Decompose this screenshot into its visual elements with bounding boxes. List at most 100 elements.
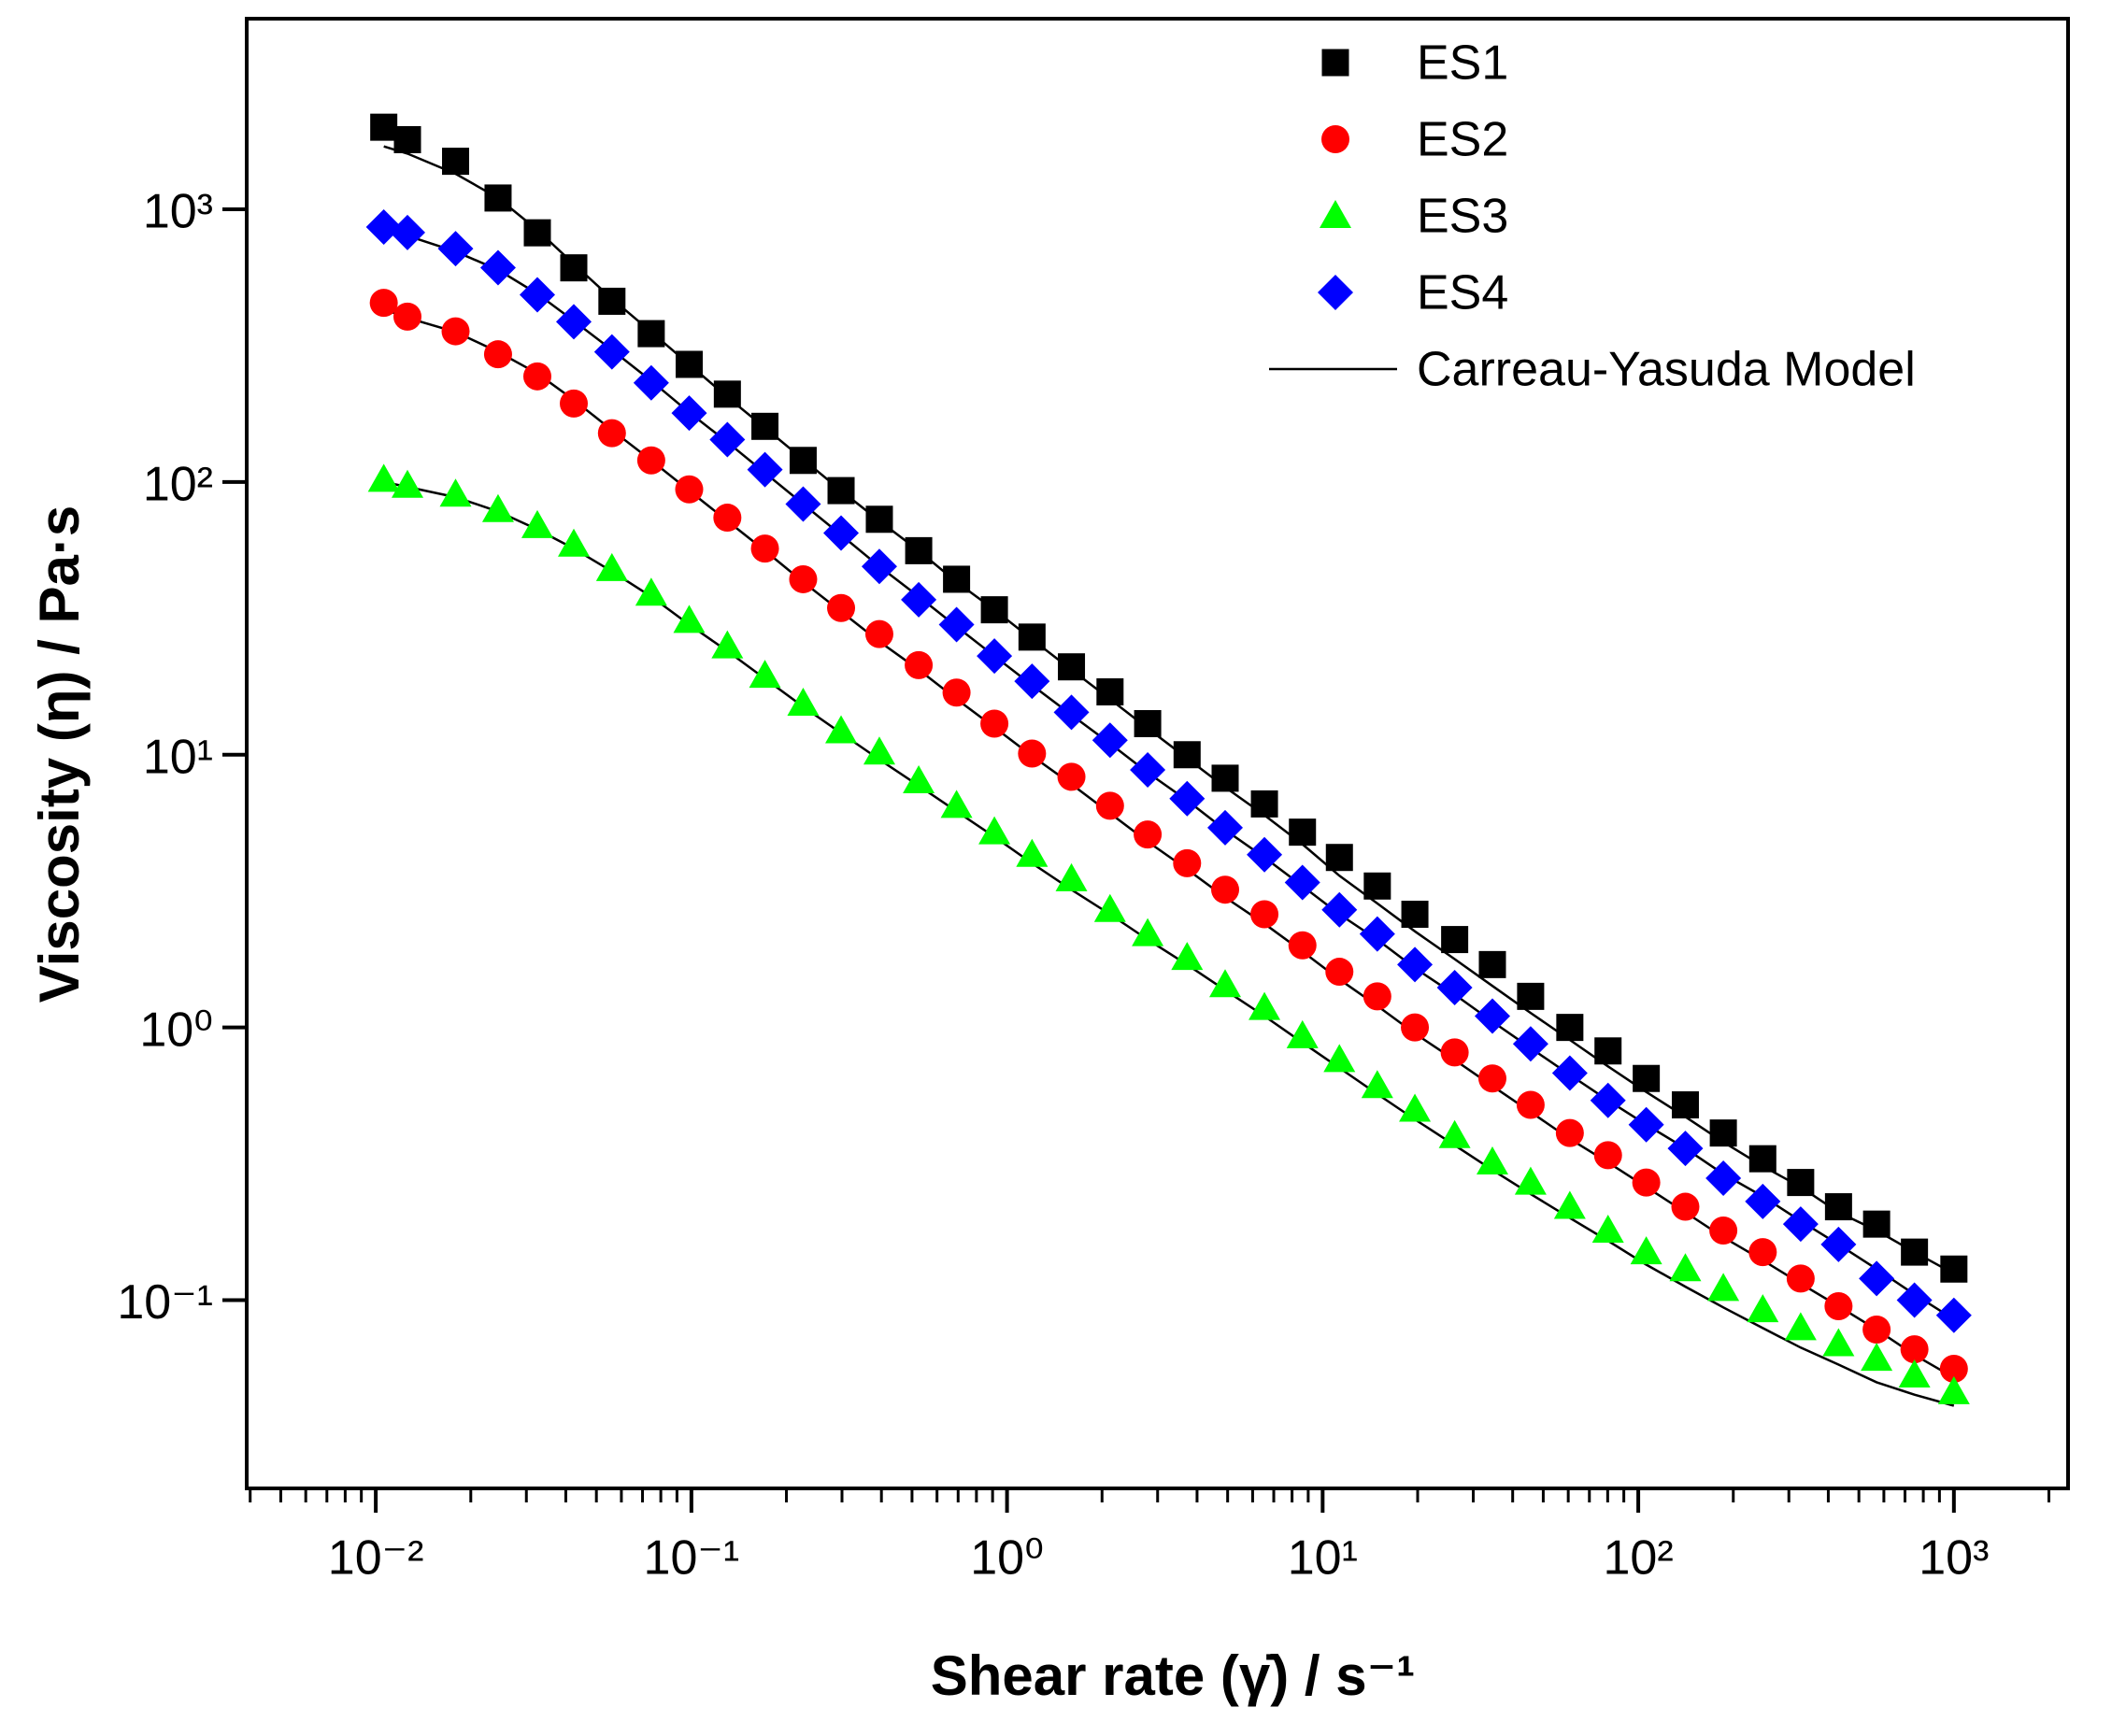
data-point	[1057, 762, 1086, 791]
data-point	[1782, 1206, 1819, 1243]
data-point	[1441, 926, 1469, 954]
data-point	[484, 184, 512, 212]
data-point	[789, 447, 817, 475]
data-point	[1709, 1216, 1738, 1245]
data-point	[595, 552, 628, 581]
data-point	[1896, 1282, 1933, 1318]
data-point	[1474, 998, 1510, 1034]
data-point	[711, 630, 744, 659]
data-point	[1824, 1193, 1852, 1221]
data-point	[1555, 1118, 1584, 1147]
x-tick-label: 10³	[1919, 1531, 1989, 1586]
model-curve	[383, 145, 1955, 1275]
data-point	[597, 419, 626, 448]
y-tick-label: 10²	[143, 458, 213, 512]
data-point	[636, 446, 665, 475]
legend-label: ES2	[1417, 113, 1508, 167]
data-point	[1211, 875, 1240, 904]
data-point	[393, 126, 421, 154]
data-point	[441, 317, 470, 346]
data-point	[637, 320, 665, 348]
data-point	[1593, 1141, 1622, 1170]
data-point	[1134, 709, 1162, 737]
data-point	[1207, 809, 1244, 846]
data-point	[1516, 1090, 1545, 1119]
data-point	[1477, 1064, 1506, 1093]
data-point	[671, 395, 707, 432]
data-point	[479, 249, 516, 286]
data-point	[1438, 1119, 1471, 1148]
data-point	[390, 214, 426, 250]
data-point	[1361, 1070, 1393, 1099]
data-point	[903, 765, 935, 794]
data-point	[1859, 1260, 1895, 1297]
data-point	[1399, 1093, 1432, 1122]
data-point	[1284, 864, 1320, 901]
data-point	[1325, 958, 1354, 987]
data-point	[713, 504, 742, 533]
data-point	[1784, 1312, 1817, 1341]
data-point	[370, 113, 398, 141]
data-point	[675, 350, 703, 378]
data-point	[1900, 1335, 1929, 1364]
data-point	[558, 528, 591, 557]
data-point	[1173, 741, 1201, 769]
data-point	[1169, 780, 1206, 817]
legend-label: ES4	[1417, 266, 1508, 320]
data-point	[1935, 1297, 1972, 1333]
data-point	[905, 650, 934, 679]
legend-label: ES3	[1417, 190, 1508, 244]
data-point	[522, 362, 551, 391]
data-point	[593, 334, 630, 370]
data-point	[1709, 1119, 1737, 1147]
data-point	[1014, 663, 1050, 700]
data-point	[789, 564, 818, 593]
x-tick-label: 10²	[1604, 1531, 1674, 1586]
data-point	[439, 478, 472, 507]
data-point	[1551, 1055, 1588, 1091]
data-point	[1247, 836, 1283, 873]
data-point	[1594, 1037, 1622, 1065]
data-point	[1134, 820, 1163, 849]
data-point	[980, 596, 1008, 624]
data-point	[938, 606, 975, 643]
legend-label: Carreau-Yasuda Model	[1417, 343, 1916, 397]
data-point	[1053, 694, 1090, 731]
y-tick-label: 10⁻¹	[117, 1275, 213, 1330]
data-point	[1363, 982, 1391, 1011]
x-tick-label: 10⁻²	[328, 1531, 424, 1586]
y-axis-title: Viscosity (η) / Pa·s	[28, 505, 91, 1003]
data-point	[750, 534, 779, 563]
data-point	[1018, 739, 1047, 768]
data-point	[1440, 1038, 1469, 1067]
data-point	[1401, 901, 1429, 929]
data-point	[713, 380, 741, 408]
data-point	[1786, 1264, 1815, 1293]
data-point	[943, 565, 971, 593]
data-point	[1093, 893, 1126, 922]
data-point	[633, 364, 669, 401]
data-point	[865, 505, 893, 534]
data-point	[1512, 1026, 1548, 1062]
data-point	[521, 509, 553, 538]
x-tick-label: 10¹	[1288, 1531, 1358, 1586]
model-curve	[383, 307, 1955, 1379]
data-point	[1401, 1013, 1430, 1042]
model-curve	[383, 480, 1955, 1407]
data-point	[861, 548, 897, 585]
data-point	[1323, 1044, 1356, 1073]
data-point	[1632, 1168, 1661, 1197]
data-point	[1476, 1146, 1508, 1175]
data-point	[1397, 946, 1434, 983]
legend-label: ES1	[1417, 36, 1508, 91]
data-point	[1553, 1190, 1586, 1219]
y-tick-label: 10⁰	[139, 1003, 213, 1057]
data-point	[1667, 1131, 1704, 1167]
data-point	[1748, 1145, 1776, 1173]
data-point	[673, 605, 706, 633]
legend-marker	[1321, 125, 1349, 153]
data-point	[1747, 1294, 1779, 1323]
data-point	[864, 619, 893, 648]
data-point	[1669, 1253, 1702, 1282]
